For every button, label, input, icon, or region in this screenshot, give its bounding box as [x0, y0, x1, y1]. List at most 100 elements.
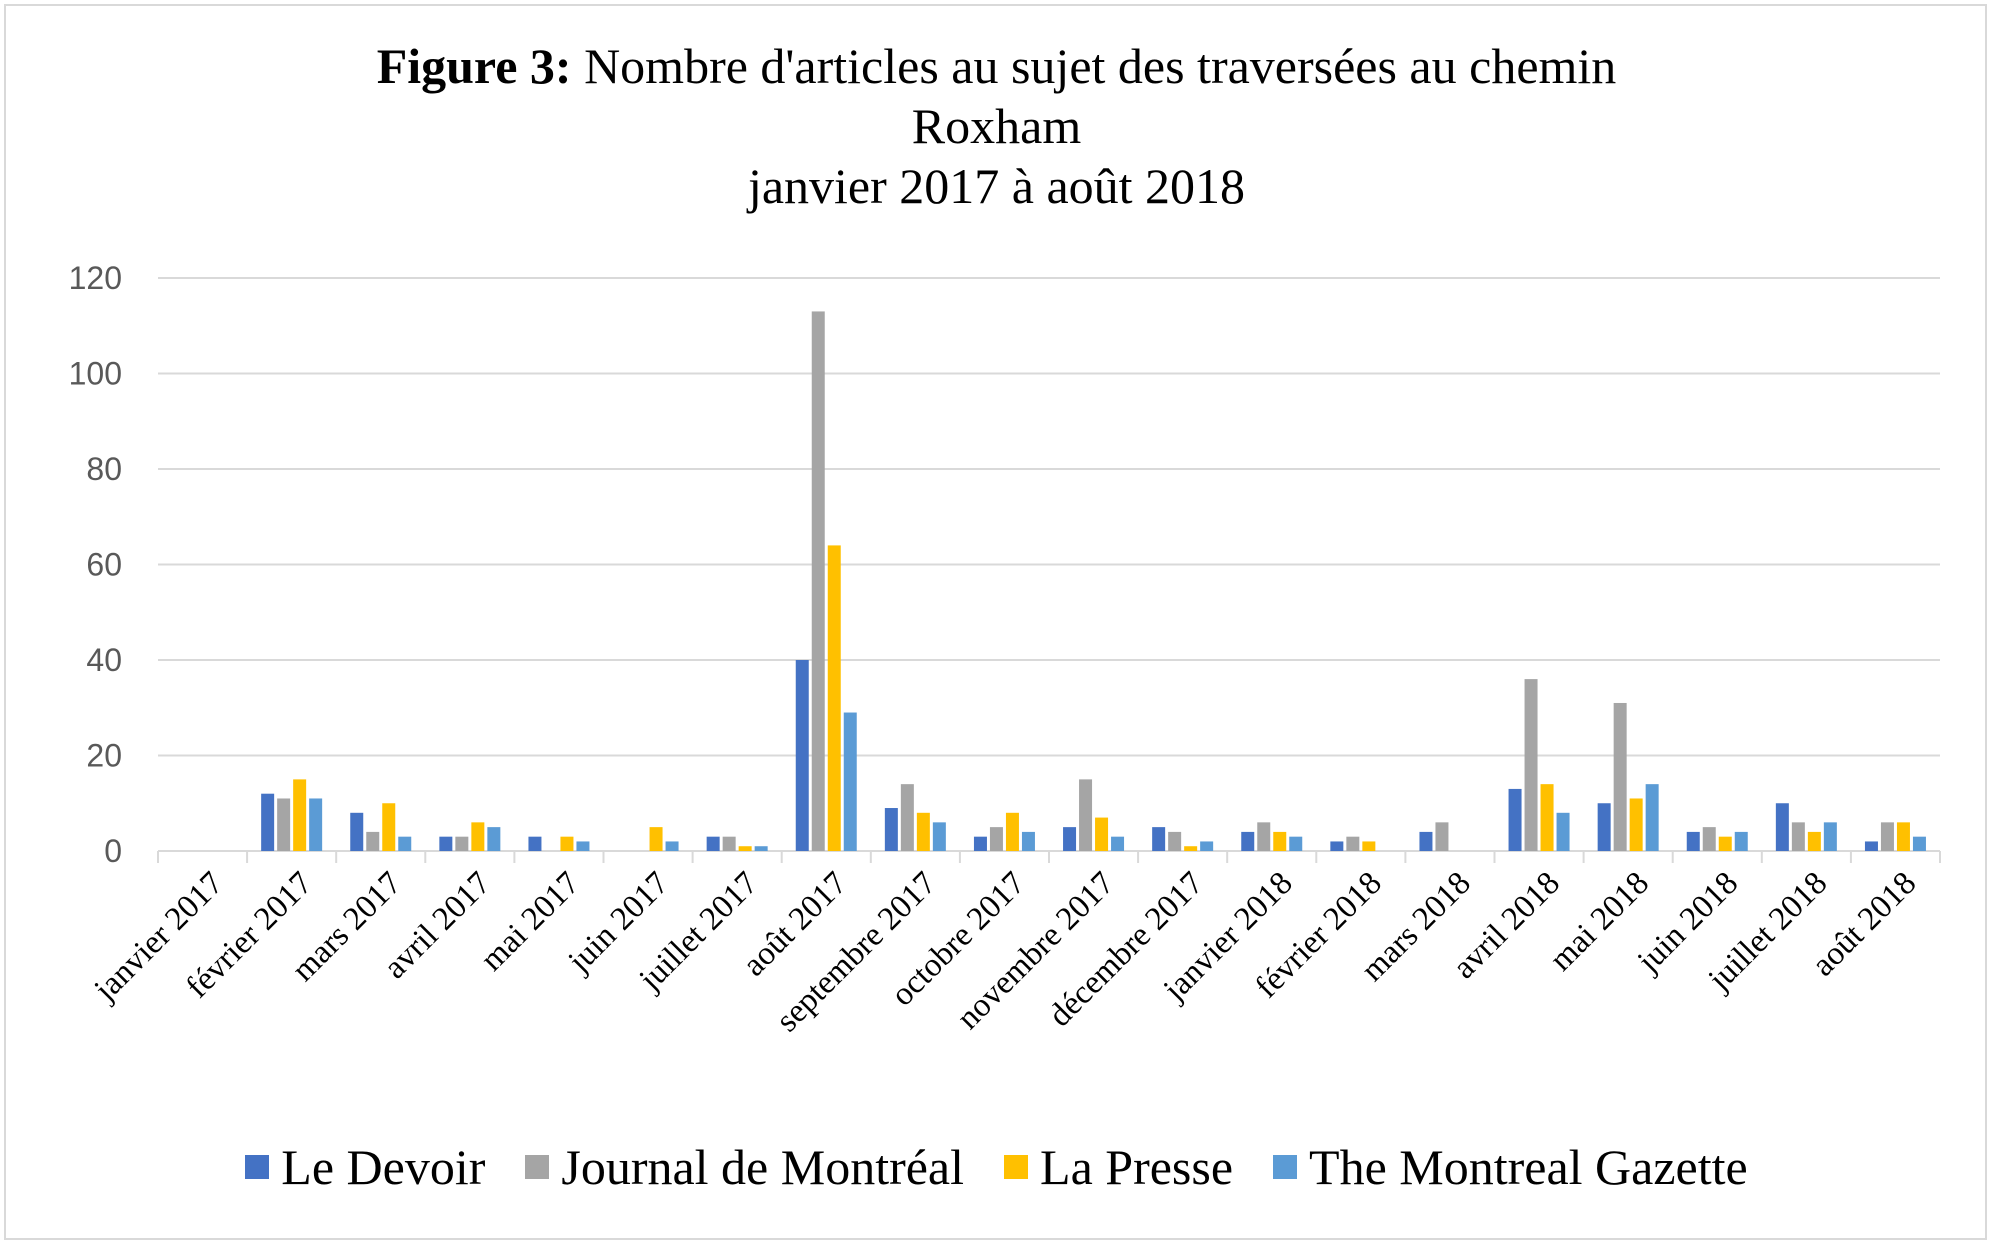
bar	[1880, 822, 1894, 851]
bar	[1330, 841, 1344, 851]
bar	[989, 827, 1003, 851]
x-tick-label: décembre 2017	[1042, 865, 1211, 1034]
bar	[382, 803, 396, 851]
y-tick-label: 20	[86, 738, 122, 774]
bar	[1823, 822, 1837, 851]
y-tick-label: 60	[86, 547, 122, 583]
bar	[1095, 817, 1109, 851]
bar	[1257, 822, 1271, 851]
legend-label-journal-de-montreal: Journal de Montréal	[561, 1139, 965, 1195]
bar	[576, 841, 590, 851]
bar	[843, 712, 857, 851]
bar	[455, 836, 469, 851]
bar	[1289, 836, 1303, 851]
bar	[309, 798, 323, 851]
bar	[1005, 812, 1019, 851]
legend-swatch-montreal-gazette	[1273, 1155, 1298, 1179]
bar	[439, 836, 453, 851]
legend-swatch-la-presse	[1004, 1155, 1029, 1179]
bar	[1864, 841, 1878, 851]
bar	[1613, 702, 1627, 851]
bar	[884, 808, 898, 851]
bar	[916, 812, 930, 851]
bar	[1419, 831, 1433, 851]
title-figure-label: Figure 3:	[376, 38, 572, 94]
x-tick-label: septembre 2017	[769, 865, 943, 1039]
legend-item-journal-de-montreal: Journal de Montréal	[525, 1138, 964, 1196]
bar	[487, 827, 501, 851]
bar	[932, 822, 946, 851]
bar	[649, 827, 663, 851]
bar	[1896, 822, 1910, 851]
legend-item-le-devoir: Le Devoir	[245, 1138, 485, 1196]
bar	[560, 836, 574, 851]
bar	[1734, 831, 1748, 851]
bar	[1079, 779, 1093, 851]
legend-swatch-journal-de-montreal	[525, 1155, 550, 1179]
chart-title: Figure 3: Nombre d'articles au sujet des…	[0, 36, 1993, 216]
bar	[1556, 812, 1570, 851]
bar	[1184, 846, 1198, 851]
legend-label-montreal-gazette: The Montreal Gazette	[1309, 1139, 1748, 1195]
bar	[1111, 836, 1125, 851]
bar	[1912, 836, 1926, 851]
bar	[706, 836, 720, 851]
title-line-2: Roxham	[911, 98, 1082, 154]
bar	[1241, 831, 1255, 851]
bar	[1791, 822, 1805, 851]
bar	[1200, 841, 1214, 851]
legend-label-la-presse: La Presse	[1040, 1139, 1234, 1195]
bar	[738, 846, 752, 851]
bar	[811, 311, 825, 851]
bar	[1508, 788, 1522, 851]
bar	[795, 660, 809, 851]
bar	[398, 836, 412, 851]
x-tick-label: novembre 2017	[950, 865, 1121, 1036]
bar	[1063, 827, 1077, 851]
bar	[900, 784, 914, 851]
bar	[261, 793, 275, 851]
legend-item-montreal-gazette: The Montreal Gazette	[1273, 1138, 1748, 1196]
bar	[1775, 803, 1789, 851]
bar	[1597, 803, 1611, 851]
bar	[350, 812, 364, 851]
bar	[1362, 841, 1376, 851]
bar	[1524, 679, 1538, 851]
y-tick-label: 80	[86, 451, 122, 487]
y-tick-label: 0	[104, 833, 122, 869]
bar	[1645, 784, 1659, 851]
bar	[973, 836, 987, 851]
y-tick-label: 40	[86, 642, 122, 678]
bar	[1273, 831, 1287, 851]
bar	[827, 545, 841, 851]
bar	[1686, 831, 1700, 851]
bar	[1540, 784, 1554, 851]
bar	[1629, 798, 1643, 851]
bar	[754, 846, 768, 851]
legend-swatch-le-devoir	[245, 1155, 270, 1179]
bar	[471, 822, 485, 851]
bar	[1168, 831, 1182, 851]
chart-frame	[4, 4, 1987, 1240]
chart-legend: Le Devoir Journal de Montréal La Presse …	[0, 1132, 1993, 1202]
bar	[528, 836, 542, 851]
bar	[1435, 822, 1449, 851]
bar	[366, 831, 380, 851]
bar	[1807, 831, 1821, 851]
title-line-1: Nombre d'articles au sujet des traversée…	[571, 38, 1617, 94]
legend-label-le-devoir: Le Devoir	[281, 1139, 486, 1195]
legend-item-la-presse: La Presse	[1004, 1138, 1233, 1196]
title-line-3: janvier 2017 à août 2018	[747, 158, 1246, 214]
y-tick-label: 100	[69, 356, 122, 392]
bar	[1346, 836, 1360, 851]
bar	[665, 841, 679, 851]
bar	[1152, 827, 1166, 851]
bar	[1021, 831, 1035, 851]
bar	[277, 798, 291, 851]
y-tick-label: 120	[69, 260, 122, 296]
bar	[1702, 827, 1716, 851]
bar	[1718, 836, 1732, 851]
bar	[722, 836, 736, 851]
bar	[293, 779, 307, 851]
